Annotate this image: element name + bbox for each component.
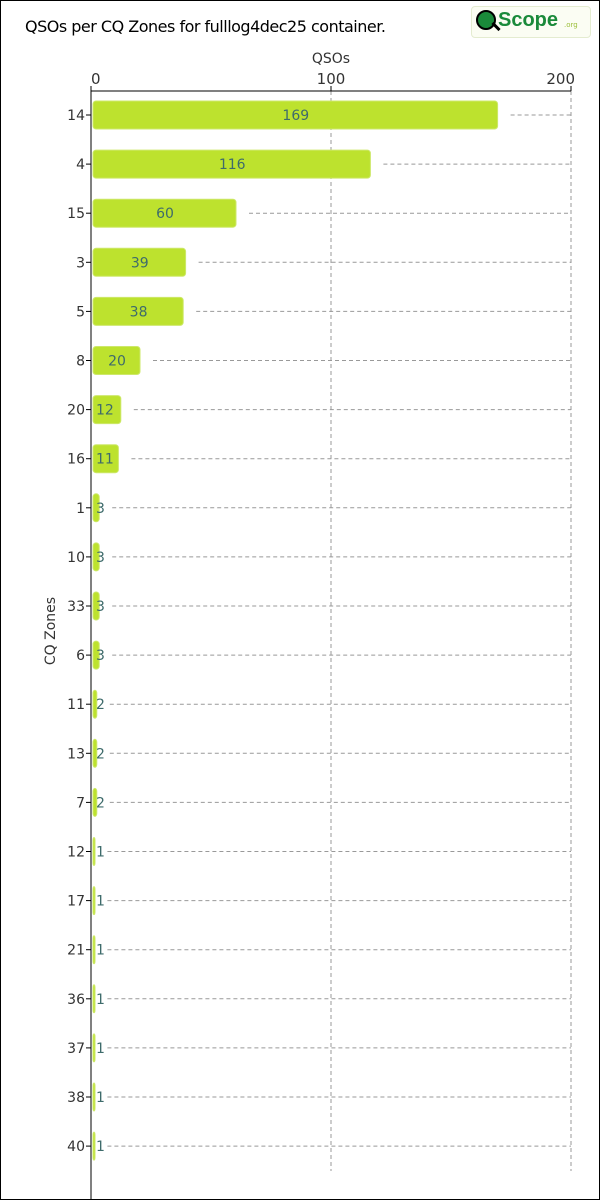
bar-11 [92,689,98,719]
data-label: 3 [96,501,105,517]
logo-suffix: .org [564,21,578,29]
data-label: 1 [96,1041,105,1057]
y-tick-label: 16 [67,452,85,468]
logo-text: Scope [498,9,559,31]
y-axis-title: CQ Zones [43,597,59,665]
data-label: 1 [96,943,105,959]
bar-1 [92,493,100,523]
y-tick-label: 11 [67,697,85,713]
data-label: 12 [96,403,114,419]
data-label: 169 [282,108,309,124]
bar-8 [92,346,141,375]
x-axis-title: QSOs [312,51,350,67]
data-label: 1 [96,1139,105,1155]
y-tick-label: 36 [67,992,85,1008]
y-tick-label: 3 [76,255,85,271]
bar-3 [92,247,187,277]
globe-icon [476,10,496,30]
y-tick-label: 37 [67,1041,85,1057]
y-tick-label: 6 [76,648,85,664]
bar-17 [92,886,96,916]
bar-10 [92,542,100,572]
x-tick-label: 0 [91,70,101,88]
data-label: 1 [96,894,105,910]
x-tick-label: 200 [546,70,575,88]
data-label: 1 [96,845,105,861]
bar-6 [92,640,100,670]
bar-38 [92,1082,96,1112]
data-label: 20 [108,354,126,370]
data-label: 2 [96,697,105,713]
bar-36 [92,984,96,1014]
data-label: 1 [96,992,105,1008]
chart-title: QSOs per CQ Zones for fulllog4dec25 cont… [25,17,386,36]
y-tick-label: 13 [67,746,85,762]
data-label: 116 [219,157,246,173]
data-label: 39 [131,255,149,271]
data-label: 2 [96,746,105,762]
y-tick-label: 33 [67,599,85,615]
bar-14 [92,100,499,130]
data-label: 38 [130,304,148,320]
qscope-logo: Scope .org [471,6,591,38]
data-label: 3 [96,599,105,615]
data-label: 2 [96,795,105,811]
bar-12 [92,837,96,866]
y-tick-label: 14 [67,108,85,124]
data-label: 60 [156,206,174,222]
y-tick-label: 1 [76,501,85,517]
bar-4 [92,149,371,179]
y-tick-label: 10 [67,550,85,566]
y-tick-label: 5 [76,304,85,320]
y-tick-label: 17 [67,894,85,910]
bar-37 [92,1033,96,1063]
bar-40 [92,1131,96,1161]
y-tick-label: 8 [76,354,85,370]
data-label: 3 [96,648,105,664]
bar-20 [92,395,122,425]
y-tick-label: 4 [76,157,85,173]
bar-16 [92,444,119,474]
data-label: 3 [96,550,105,566]
y-tick-label: 40 [67,1139,85,1155]
y-tick-label: 15 [67,206,85,222]
y-tick-label: 7 [76,795,85,811]
data-label: 11 [96,452,114,468]
y-tick-label: 20 [67,403,85,419]
bar-21 [92,935,96,965]
bar-15 [92,198,237,228]
bar-7 [92,787,98,817]
bar-33 [92,591,100,621]
y-tick-label: 38 [67,1090,85,1106]
y-tick-label: 12 [67,845,85,861]
data-label: 1 [96,1090,105,1106]
y-tick-label: 21 [67,943,85,959]
bar-5 [92,296,184,326]
x-tick-label: 100 [317,70,346,88]
bar-13 [92,738,98,768]
